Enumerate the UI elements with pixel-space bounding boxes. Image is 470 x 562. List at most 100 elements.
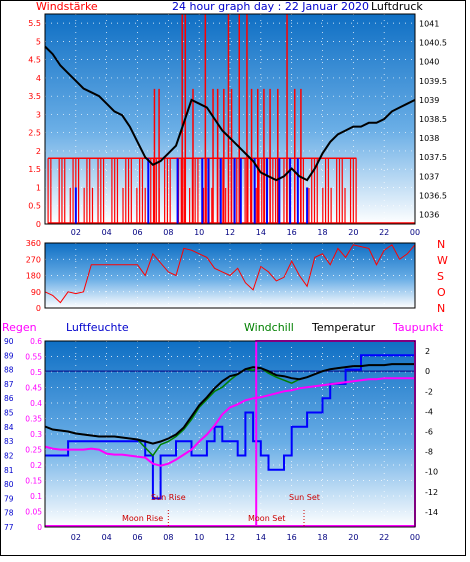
dewpoint-legend: Taupunkt <box>392 321 444 334</box>
chart-title: 24 hour graph day : 22 Januar 2020 <box>172 0 369 13</box>
pressure-axis-tick-label: 1036.5 <box>419 191 447 200</box>
humidity-axis-tick-label: 87 <box>4 380 14 389</box>
wind-axis-tick-label: 5 <box>36 37 41 46</box>
direction-axis-tick-label: 360 <box>26 239 41 248</box>
compass-direction-label: S <box>437 270 444 283</box>
pressure-axis-tick-label: 1040 <box>419 58 439 67</box>
wind-axis-tick-label: 2.5 <box>28 129 41 138</box>
pressure-axis-tick-label: 1038.5 <box>419 115 447 124</box>
wind-axis-tick-label: 4.5 <box>28 56 41 65</box>
rain-legend: Regen <box>2 321 37 334</box>
dewpoint-line <box>44 377 415 467</box>
time-axis-tick-label: 12 <box>225 533 235 542</box>
wind-direction-plot-border <box>44 242 416 309</box>
wind-direction-line <box>44 244 416 304</box>
temperature-axis-tick-label: -10 <box>425 468 438 477</box>
time-axis-tick-label: 08 <box>163 228 173 237</box>
pressure-axis-tick-label: 1041 <box>419 20 439 29</box>
time-axis-tick-label: 00 <box>410 533 420 542</box>
pressure-axis-tick-label: 1039 <box>419 96 439 105</box>
temperature-axis-tick-label: -8 <box>425 448 433 457</box>
rain-axis-tick-label: 0.25 <box>25 446 42 455</box>
rain-axis-tick-label: 0.35 <box>25 415 42 424</box>
time-axis-tick-label: 14 <box>256 228 266 237</box>
rain-axis-tick-label: 0.3 <box>30 430 42 439</box>
humidity-line <box>45 354 415 500</box>
time-axis-tick-label: 20 <box>348 533 358 542</box>
wind-axis-tick-label: 1 <box>36 183 41 192</box>
rain-axis-tick-label: 0.15 <box>25 477 42 486</box>
pressure-axis-tick-label: 1039.5 <box>419 77 447 86</box>
temperature-axis-tick-label: -14 <box>425 508 438 517</box>
time-axis-tick-label: 16 <box>287 228 297 237</box>
wind-axis-tick-label: 0 <box>36 220 41 229</box>
rain-axis-tick-label: 0.45 <box>25 384 42 393</box>
time-axis-tick-label: 16 <box>287 533 297 542</box>
time-axis-tick-label: 00 <box>410 228 420 237</box>
compass-direction-label: N <box>437 302 445 315</box>
time-axis-tick-label: 06 <box>132 228 142 237</box>
wind-pressure-plot-border <box>44 13 416 225</box>
time-axis-tick-label: 10 <box>194 228 204 237</box>
temperature-axis-tick-label: -12 <box>425 488 438 497</box>
humidity-axis-tick-label: 86 <box>4 394 14 403</box>
humidity-axis-tick-label: 79 <box>4 494 14 503</box>
humidity-axis-tick-label: 82 <box>4 451 14 460</box>
humidity-axis-tick-label: 81 <box>4 466 14 475</box>
humidity-axis-tick-label: 78 <box>4 509 14 518</box>
temperature-axis-tick-label: -2 <box>425 387 433 396</box>
moon-rise-label: Moon Rise <box>122 514 163 523</box>
direction-axis-tick-label: 270 <box>26 255 41 264</box>
time-axis-tick-label: 22 <box>379 228 389 237</box>
wind-speed-axis-title: Windstärke <box>36 0 98 13</box>
pressure-axis-title: Luftdruck <box>371 0 423 13</box>
time-axis-tick-label: 04 <box>102 533 112 542</box>
moon-set-label: Moon Set <box>248 514 285 523</box>
humidity-axis-tick-label: 84 <box>4 423 14 432</box>
time-axis-tick-label: 02 <box>71 533 81 542</box>
wind-axis-tick-label: 4 <box>36 74 41 83</box>
rain-axis-tick-label: 0.2 <box>30 461 42 470</box>
rain-axis-tick-label: 0 <box>37 523 42 532</box>
temperature-axis-tick-label: -4 <box>425 407 433 416</box>
time-axis-tick-label: 22 <box>379 533 389 542</box>
humidity-axis-tick-label: 83 <box>4 437 14 446</box>
wind-axis-tick-label: 1.5 <box>28 165 41 174</box>
temperature-axis-tick-label: 2 <box>425 347 430 356</box>
humidity-axis-tick-label: 89 <box>4 351 14 360</box>
direction-axis-tick-label: 90 <box>31 288 41 297</box>
humidity-axis-tick-label: 88 <box>4 366 14 375</box>
time-axis-tick-label: 02 <box>71 228 81 237</box>
time-axis-tick-label: 06 <box>132 533 142 542</box>
rain-axis-tick-label: 0.1 <box>30 492 42 501</box>
compass-direction-label: W <box>437 254 448 267</box>
time-axis-tick-label: 14 <box>256 533 266 542</box>
pressure-line <box>44 45 416 182</box>
wind-axis-tick-label: 2 <box>36 147 41 156</box>
temperature-humidity-plot-border <box>44 340 416 528</box>
wind-axis-tick-label: 0.5 <box>28 202 41 211</box>
pressure-axis-tick-label: 1038 <box>419 134 439 143</box>
sun-set-label: Sun Set <box>289 493 320 502</box>
wind-axis-tick-label: 3.5 <box>28 92 41 101</box>
temperature-axis-tick-label: -6 <box>425 427 433 436</box>
humidity-axis-tick-label: 80 <box>4 480 14 489</box>
pressure-axis-tick-label: 1037.5 <box>419 153 447 162</box>
windchill-legend: Windchill <box>244 321 294 334</box>
time-axis-tick-label: 10 <box>194 533 204 542</box>
rain-axis-tick-label: 0.6 <box>30 337 42 346</box>
pressure-axis-tick-label: 1036 <box>419 210 439 219</box>
temperature-axis-tick-label: 0 <box>425 367 430 376</box>
direction-axis-tick-label: 0 <box>36 304 41 313</box>
rain-axis-tick-label: 0.5 <box>30 368 42 377</box>
pressure-axis-tick-label: 1037 <box>419 172 439 181</box>
time-axis-tick-label: 20 <box>348 228 358 237</box>
humidity-axis-tick-label: 77 <box>4 523 14 532</box>
time-axis-tick-label: 12 <box>225 228 235 237</box>
sun-rise-label: Sun Rise <box>151 493 186 502</box>
humidity-legend: Luftfeuchte <box>66 321 129 334</box>
pressure-axis-tick-label: 1040.5 <box>419 39 447 48</box>
compass-direction-label: N <box>437 238 445 251</box>
time-axis-tick-label: 18 <box>317 228 327 237</box>
